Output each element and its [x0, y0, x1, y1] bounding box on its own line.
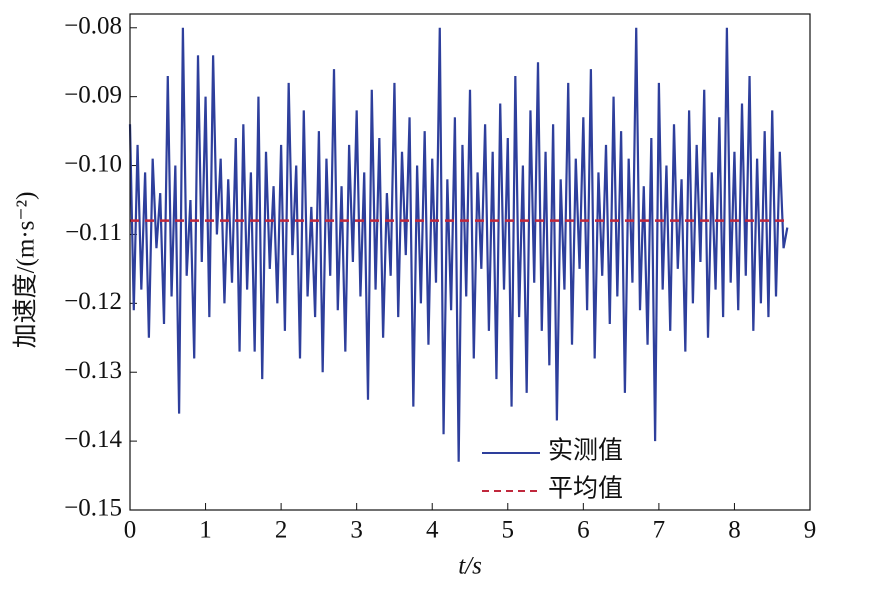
- y-tick-label: −0.11: [65, 219, 122, 246]
- series-line: [128, 27, 789, 462]
- x-tick-label: 0: [124, 517, 137, 544]
- x-tick-label: 9: [804, 517, 817, 544]
- legend-label: 平均值: [548, 475, 623, 503]
- y-tick-label: −0.15: [64, 495, 122, 522]
- y-axis-label: 加速度/(m·s⁻²): [12, 192, 40, 349]
- x-tick-label: 4: [426, 517, 439, 544]
- x-axis-label: t/s: [458, 553, 482, 580]
- y-tick-label: −0.09: [64, 81, 122, 108]
- x-tick-label: 8: [728, 517, 741, 544]
- y-tick-label: −0.14: [64, 426, 122, 453]
- x-tick-label: 7: [653, 517, 666, 544]
- x-tick-label: 5: [502, 517, 515, 544]
- plot-frame: [129, 13, 811, 511]
- y-tick-label: −0.13: [64, 357, 122, 384]
- x-tick-label: 6: [577, 517, 590, 544]
- y-tick-label: −0.08: [64, 13, 122, 40]
- x-tick-label: 2: [275, 517, 288, 544]
- x-tick-label: 1: [199, 517, 212, 544]
- x-tick-label: 3: [350, 517, 363, 544]
- y-tick-label: −0.12: [64, 288, 122, 315]
- y-tick-label: −0.10: [64, 150, 122, 177]
- legend-label: 实测值: [548, 437, 623, 465]
